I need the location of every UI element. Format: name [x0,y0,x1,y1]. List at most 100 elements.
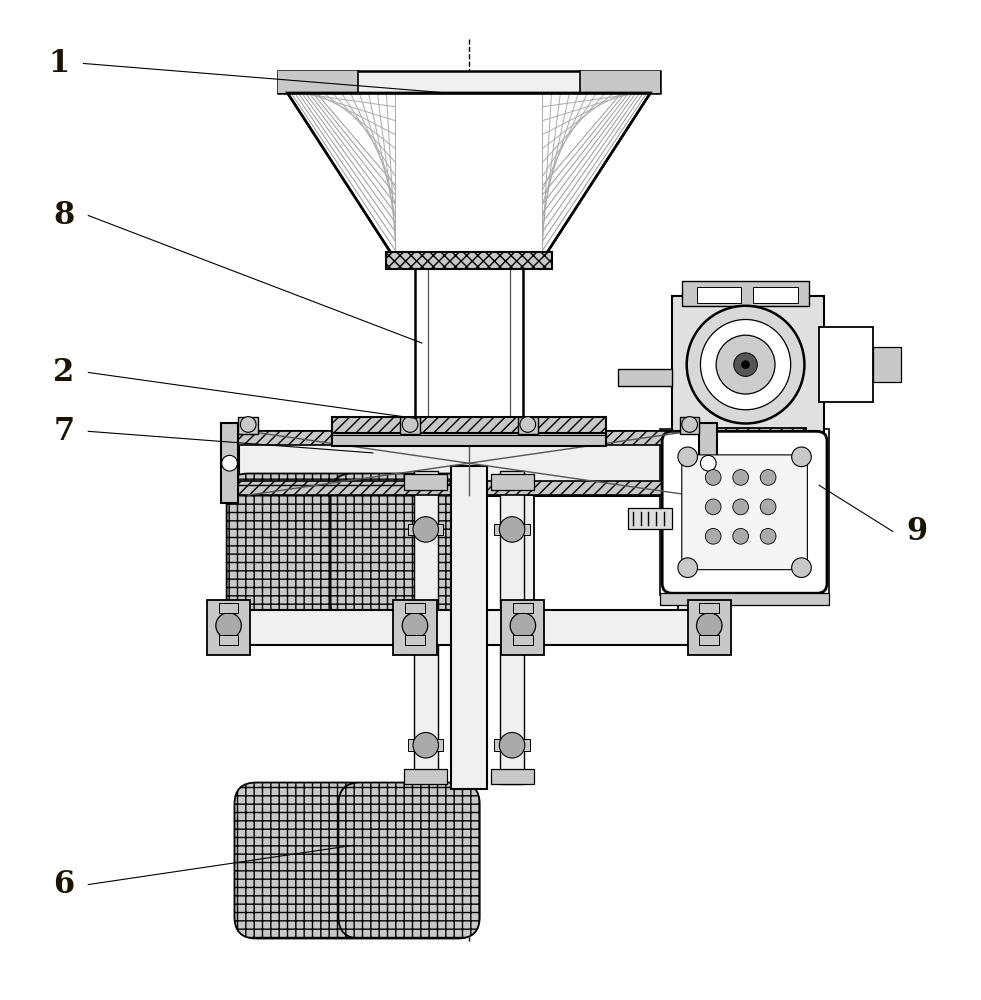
Bar [219,603,238,613]
Bar [278,71,660,93]
FancyBboxPatch shape [682,455,807,570]
Bar [332,417,606,434]
Bar [393,600,437,655]
Bar [660,429,829,595]
Circle shape [402,417,418,432]
Circle shape [760,499,776,515]
Bar [697,287,741,303]
Circle shape [760,528,776,544]
Bar [873,347,901,382]
Bar [238,431,699,495]
Circle shape [678,558,697,577]
Circle shape [499,517,525,542]
Bar [221,423,238,503]
Bar [513,635,533,645]
Bar [414,471,438,784]
Bar [214,610,724,645]
Circle shape [705,470,721,485]
Bar [408,524,443,535]
Bar [518,417,538,434]
Bar [408,739,443,751]
Circle shape [733,470,749,485]
Bar [682,281,809,306]
Bar [501,600,544,655]
Bar [494,524,530,535]
Bar [278,71,358,93]
Bar [405,603,425,613]
Circle shape [742,361,749,369]
Circle shape [697,613,722,638]
Bar [618,369,672,386]
Circle shape [510,613,536,638]
Circle shape [705,528,721,544]
Bar [699,635,719,645]
Bar [699,423,717,503]
Bar [672,296,824,433]
Circle shape [792,447,811,467]
Bar [699,603,719,613]
Circle shape [413,732,439,758]
Circle shape [682,417,697,432]
Bar [400,417,420,434]
Circle shape [705,499,721,515]
Polygon shape [287,93,650,260]
Circle shape [413,517,439,542]
Bar [238,481,699,495]
Bar [404,474,447,490]
FancyBboxPatch shape [227,474,368,625]
Bar [207,600,250,655]
Bar [490,474,534,490]
Bar [405,635,425,645]
FancyBboxPatch shape [331,474,472,625]
Bar [494,739,530,751]
Circle shape [733,528,749,544]
Text: 1: 1 [48,48,70,79]
Bar [688,600,731,655]
Circle shape [499,732,525,758]
FancyBboxPatch shape [662,431,827,593]
Circle shape [760,470,776,485]
Circle shape [520,417,536,432]
Text: 8: 8 [53,200,75,231]
Bar [753,287,798,303]
Text: 2: 2 [53,357,75,388]
Bar [512,495,534,613]
Circle shape [716,335,775,394]
FancyBboxPatch shape [234,783,376,939]
Bar [490,769,534,784]
Bar [238,417,258,434]
Text: 6: 6 [53,869,75,900]
Bar [513,603,533,613]
Circle shape [687,306,804,423]
Circle shape [734,353,757,376]
Bar [404,769,447,784]
Circle shape [792,558,811,577]
Bar [404,495,426,613]
Bar [415,260,523,426]
FancyBboxPatch shape [338,783,480,939]
Circle shape [402,613,428,638]
Text: 9: 9 [906,516,928,547]
Bar [680,417,699,434]
Bar [219,635,238,645]
Bar [451,466,487,789]
Bar [238,431,699,445]
Bar [238,495,260,613]
Bar [660,593,829,605]
Bar [678,495,699,613]
Circle shape [240,417,256,432]
Bar [628,508,672,529]
Bar [685,428,806,458]
Bar [332,433,606,446]
Circle shape [216,613,241,638]
Circle shape [678,447,697,467]
Circle shape [700,319,791,410]
Bar [819,327,873,402]
Circle shape [700,455,716,471]
Bar [580,71,660,93]
Bar [386,252,552,269]
Circle shape [222,455,237,471]
Circle shape [733,499,749,515]
Text: 7: 7 [53,416,75,447]
Bar [500,471,524,784]
